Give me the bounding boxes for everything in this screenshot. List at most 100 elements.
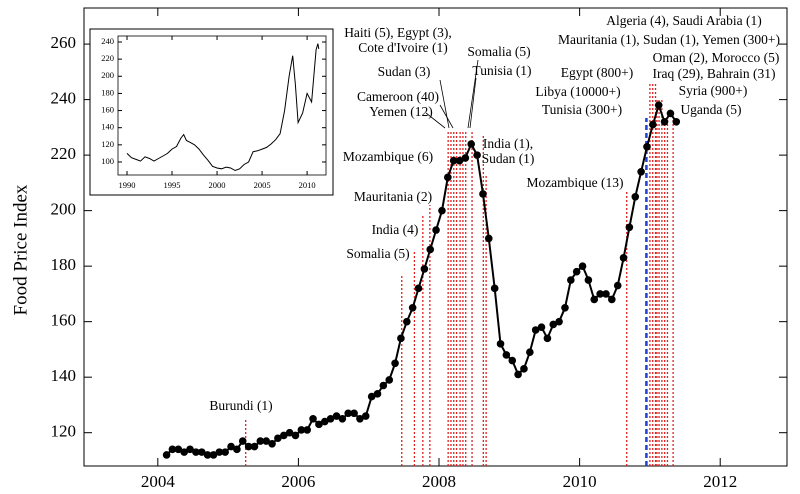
data-point	[285, 428, 294, 437]
data-point	[438, 206, 446, 215]
annotation: Uganda (5)	[680, 102, 741, 117]
data-point	[244, 442, 253, 451]
data-point	[666, 109, 675, 118]
annotation: Sudan (1)	[482, 151, 535, 166]
data-point	[256, 437, 265, 445]
data-point	[613, 281, 622, 290]
annotation: Haiti (5), Egypt (3),	[344, 25, 452, 40]
annotation: Mauritania (1), Sudan (1), Yemen (300+)	[558, 32, 780, 47]
annotation: Somalia (5)	[467, 44, 530, 59]
data-point	[543, 334, 552, 343]
data-point	[279, 431, 288, 440]
data-point	[567, 276, 575, 284]
y-tick-label: 120	[101, 139, 114, 149]
data-point	[338, 415, 347, 423]
x-tick-label: 2010	[299, 180, 316, 190]
annotation: Cote d'Ivoire (1)	[358, 40, 447, 55]
data-point	[461, 154, 470, 162]
data-point	[643, 142, 651, 151]
leader-line	[425, 112, 446, 129]
x-tick-label: 2010	[563, 472, 597, 491]
data-point	[233, 445, 241, 454]
data-point	[561, 303, 569, 312]
data-point	[625, 223, 634, 232]
data-point	[444, 173, 452, 182]
data-point	[449, 156, 458, 165]
x-tick-label: 2012	[703, 472, 737, 491]
data-point	[520, 365, 528, 373]
data-point	[350, 409, 358, 418]
data-point	[367, 392, 376, 401]
annotation: Egypt (800+)	[561, 65, 633, 80]
data-point	[414, 284, 423, 293]
data-point	[508, 356, 517, 365]
data-point	[361, 412, 370, 420]
data-point	[526, 348, 534, 356]
data-point	[262, 437, 271, 445]
annotation: Yemen (12)	[369, 104, 433, 119]
y-tick-label: 240	[51, 89, 77, 108]
data-point	[309, 415, 317, 423]
data-point	[397, 334, 405, 343]
y-tick-label: 200	[51, 200, 77, 219]
data-point	[426, 245, 435, 254]
data-point	[320, 417, 329, 426]
y-tick-label: 160	[101, 105, 114, 115]
data-point	[455, 156, 464, 165]
x-tick-label: 2005	[254, 180, 271, 190]
data-point	[578, 262, 587, 270]
data-point	[496, 340, 505, 348]
annotation: Mauritania (2)	[354, 189, 432, 204]
annotation: Tunisia (300+)	[542, 102, 622, 117]
data-point	[672, 118, 681, 126]
y-tick-label: 140	[51, 366, 77, 385]
annotation: Sudan (3)	[378, 64, 431, 79]
data-point	[467, 140, 476, 148]
y-tick-label: 180	[51, 255, 77, 274]
data-point	[227, 442, 235, 451]
data-point	[303, 426, 312, 434]
x-tick-label: 2000	[209, 180, 226, 190]
data-point	[531, 326, 540, 334]
data-point	[250, 442, 259, 451]
annotation: Cameroon (40)	[357, 89, 439, 104]
annotation: Iraq (29), Bahrain (31)	[653, 66, 776, 81]
data-point	[584, 276, 593, 284]
data-point	[315, 420, 323, 429]
annotation: Oman (2), Morocco (5)	[653, 50, 780, 65]
data-point	[274, 434, 282, 443]
data-point	[637, 167, 645, 176]
data-point	[403, 317, 411, 326]
inset-plot-frame	[117, 35, 327, 176]
data-point	[326, 415, 335, 423]
data-point	[385, 376, 394, 384]
data-point	[602, 290, 610, 298]
data-point	[432, 226, 440, 234]
data-point	[649, 120, 657, 129]
data-point	[537, 323, 546, 332]
data-point	[514, 370, 522, 379]
data-point	[596, 290, 604, 298]
data-point	[238, 437, 247, 445]
data-line	[126, 43, 320, 172]
data-point	[268, 439, 276, 448]
leader-line	[439, 104, 454, 129]
plot-frame	[83, 7, 788, 467]
data-point	[391, 359, 399, 368]
y-tick-label: 120	[51, 422, 77, 441]
leader-line	[439, 79, 450, 129]
data-point	[479, 190, 487, 198]
y-tick-label: 200	[101, 70, 114, 80]
leader-line	[467, 59, 479, 129]
y-tick-label: 180	[101, 87, 114, 97]
data-point	[572, 267, 581, 276]
x-tick-label: 1995	[164, 180, 181, 190]
y-axis-label: Food Price Index	[10, 184, 31, 315]
annotation: Algeria (4), Saudi Arabia (1)	[606, 13, 762, 28]
annotation: Mozambique (6)	[343, 149, 433, 164]
data-point	[549, 320, 558, 329]
data-point	[168, 445, 177, 454]
data-point	[162, 451, 171, 459]
annotation: India (4)	[372, 222, 419, 237]
